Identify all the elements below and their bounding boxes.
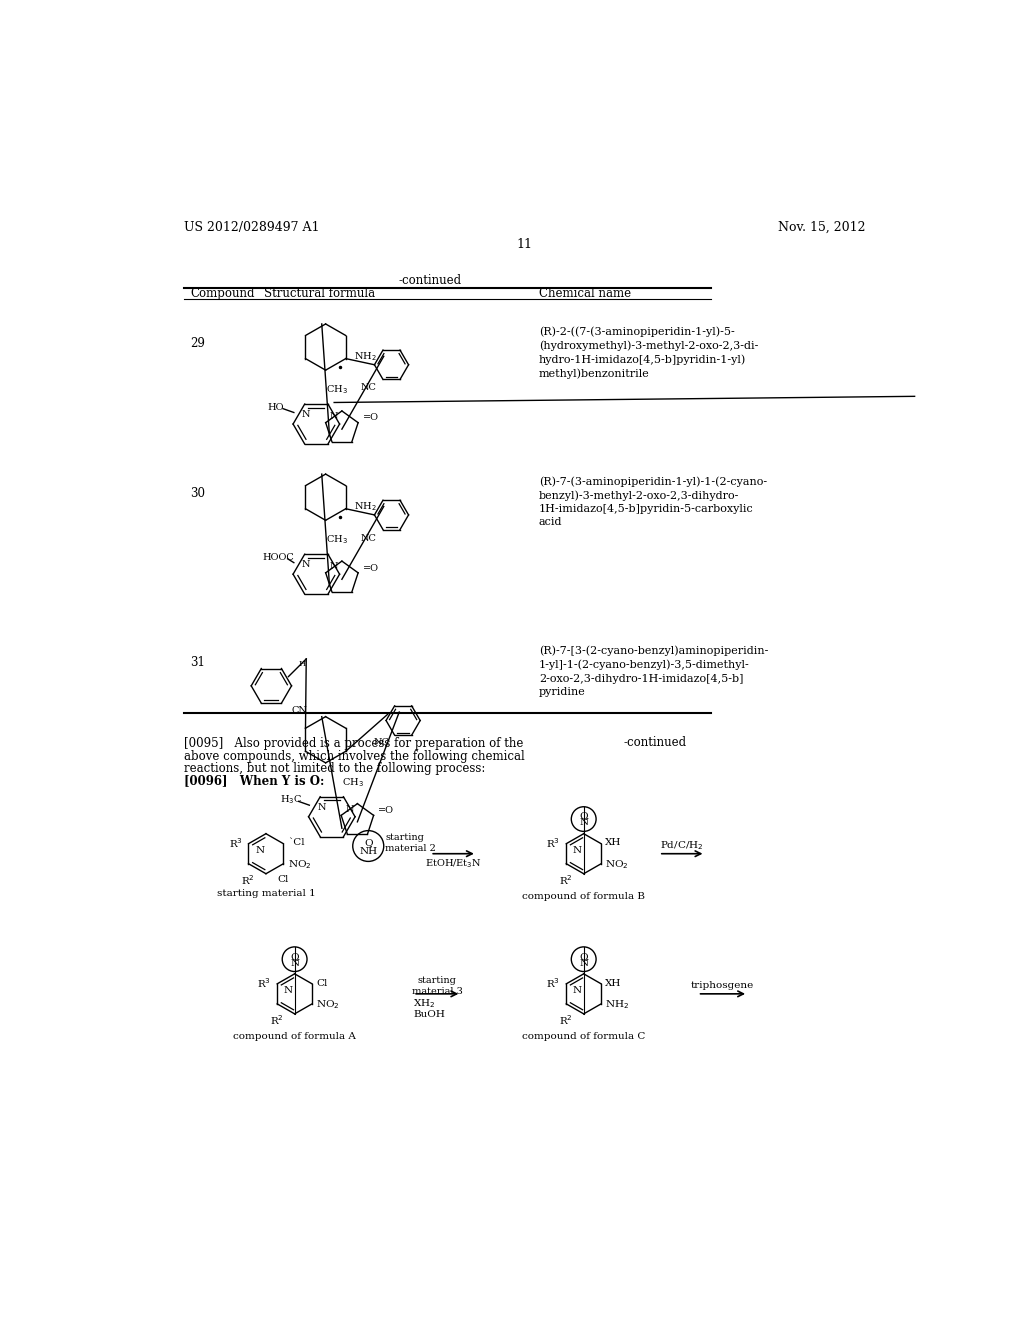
Text: =O: =O <box>362 564 379 573</box>
Text: Chemical name: Chemical name <box>539 286 631 300</box>
Text: N: N <box>345 805 354 813</box>
Text: CH$_3$: CH$_3$ <box>327 383 348 396</box>
Text: -continued: -continued <box>624 735 686 748</box>
Text: N: N <box>317 803 326 812</box>
Text: H: H <box>299 660 306 668</box>
Text: NC: NC <box>374 738 389 747</box>
Text: compound of formula C: compound of formula C <box>522 1032 645 1040</box>
Text: Q: Q <box>580 812 588 821</box>
Text: H$_3$C: H$_3$C <box>280 793 302 807</box>
Text: compound of formula A: compound of formula A <box>233 1032 356 1040</box>
Text: N: N <box>302 411 310 420</box>
Text: XH$_2$: XH$_2$ <box>414 998 435 1010</box>
Text: HO: HO <box>267 403 284 412</box>
Text: 30: 30 <box>190 487 205 500</box>
Text: =O: =O <box>362 413 379 422</box>
Text: compound of formula B: compound of formula B <box>522 891 645 900</box>
Text: R$^2$: R$^2$ <box>559 873 572 887</box>
Text: XH: XH <box>605 838 622 847</box>
Text: R$^2$: R$^2$ <box>559 1014 572 1027</box>
Text: N: N <box>580 958 588 968</box>
Text: starting material 1: starting material 1 <box>216 890 315 898</box>
Text: US 2012/0289497 A1: US 2012/0289497 A1 <box>183 222 319 234</box>
Text: -continued: -continued <box>398 273 462 286</box>
Text: (R)-7-(3-aminopiperidin-1-yl)-1-(2-cyano-
benzyl)-3-methyl-2-oxo-2,3-dihydro-
1H: (R)-7-(3-aminopiperidin-1-yl)-1-(2-cyano… <box>539 477 767 528</box>
Text: Compound: Compound <box>190 286 255 300</box>
Text: Cl: Cl <box>316 978 328 987</box>
Text: N: N <box>573 986 582 995</box>
Text: NO$_2$: NO$_2$ <box>288 858 311 871</box>
Text: NH$_2$: NH$_2$ <box>353 350 376 363</box>
Text: N: N <box>302 561 310 569</box>
Text: HOOC: HOOC <box>262 553 294 562</box>
Text: Q: Q <box>291 952 299 961</box>
Text: NO$_2$: NO$_2$ <box>316 998 340 1011</box>
Text: N: N <box>290 958 299 968</box>
Text: R$^2$: R$^2$ <box>270 1014 284 1027</box>
Text: CH$_3$: CH$_3$ <box>327 533 348 546</box>
Text: (R)-7-[3-(2-cyano-benzyl)aminopiperidin-
1-yl]-1-(2-cyano-benzyl)-3,5-dimethyl-
: (R)-7-[3-(2-cyano-benzyl)aminopiperidin-… <box>539 645 768 697</box>
Text: R$^3$: R$^3$ <box>547 977 560 990</box>
Text: N: N <box>573 846 582 855</box>
Text: CN: CN <box>292 706 307 715</box>
Text: R$^3$: R$^3$ <box>257 977 271 990</box>
Text: [0096]   When Y is O:: [0096] When Y is O: <box>183 775 325 788</box>
Text: NC: NC <box>360 533 377 543</box>
Text: (R)-2-((7-(3-aminopiperidin-1-yl)-5-
(hydroxymethyl)-3-methyl-2-oxo-2,3-di-
hydr: (R)-2-((7-(3-aminopiperidin-1-yl)-5- (hy… <box>539 326 758 379</box>
Text: starting: starting <box>385 833 424 842</box>
Text: BuOH: BuOH <box>414 1010 445 1019</box>
Text: N: N <box>330 412 338 421</box>
Text: NH: NH <box>359 847 377 855</box>
Text: =O: =O <box>378 807 394 814</box>
Text: 29: 29 <box>190 337 205 350</box>
Text: Q: Q <box>580 952 588 961</box>
Text: R$^3$: R$^3$ <box>228 836 243 850</box>
Text: CH$_3$: CH$_3$ <box>342 776 364 788</box>
Text: material 3: material 3 <box>412 987 463 997</box>
Text: starting: starting <box>418 977 457 985</box>
Text: XH: XH <box>605 978 622 987</box>
Text: 11: 11 <box>517 238 532 251</box>
Text: NH$_2$: NH$_2$ <box>353 500 376 513</box>
Text: N: N <box>580 818 588 828</box>
Text: Pd/C/H$_2$: Pd/C/H$_2$ <box>660 838 703 851</box>
Text: Structural formula: Structural formula <box>263 286 375 300</box>
Text: Nov. 15, 2012: Nov. 15, 2012 <box>778 222 866 234</box>
Text: triphosgene: triphosgene <box>691 981 754 990</box>
Text: material 2: material 2 <box>385 843 436 853</box>
Text: NH$_2$: NH$_2$ <box>605 998 630 1011</box>
Text: reactions, but not limited to the following process:: reactions, but not limited to the follow… <box>183 762 485 775</box>
Text: N: N <box>284 986 293 995</box>
Text: R$^3$: R$^3$ <box>547 836 560 850</box>
Text: EtOH/Et$_3$N: EtOH/Et$_3$N <box>425 857 482 870</box>
Text: Cl: Cl <box>278 875 289 884</box>
Text: Q: Q <box>364 838 373 846</box>
Text: N: N <box>255 846 264 855</box>
Text: R$^2$: R$^2$ <box>242 873 255 887</box>
Text: 31: 31 <box>190 656 205 669</box>
Text: NC: NC <box>360 383 377 392</box>
Text: [0095]   Also provided is a process for preparation of the: [0095] Also provided is a process for pr… <box>183 738 523 751</box>
Text: NO$_2$: NO$_2$ <box>605 858 629 871</box>
Text: `Cl: `Cl <box>288 838 304 847</box>
Text: above compounds, which involves the following chemical: above compounds, which involves the foll… <box>183 750 524 763</box>
Text: N: N <box>330 562 338 572</box>
